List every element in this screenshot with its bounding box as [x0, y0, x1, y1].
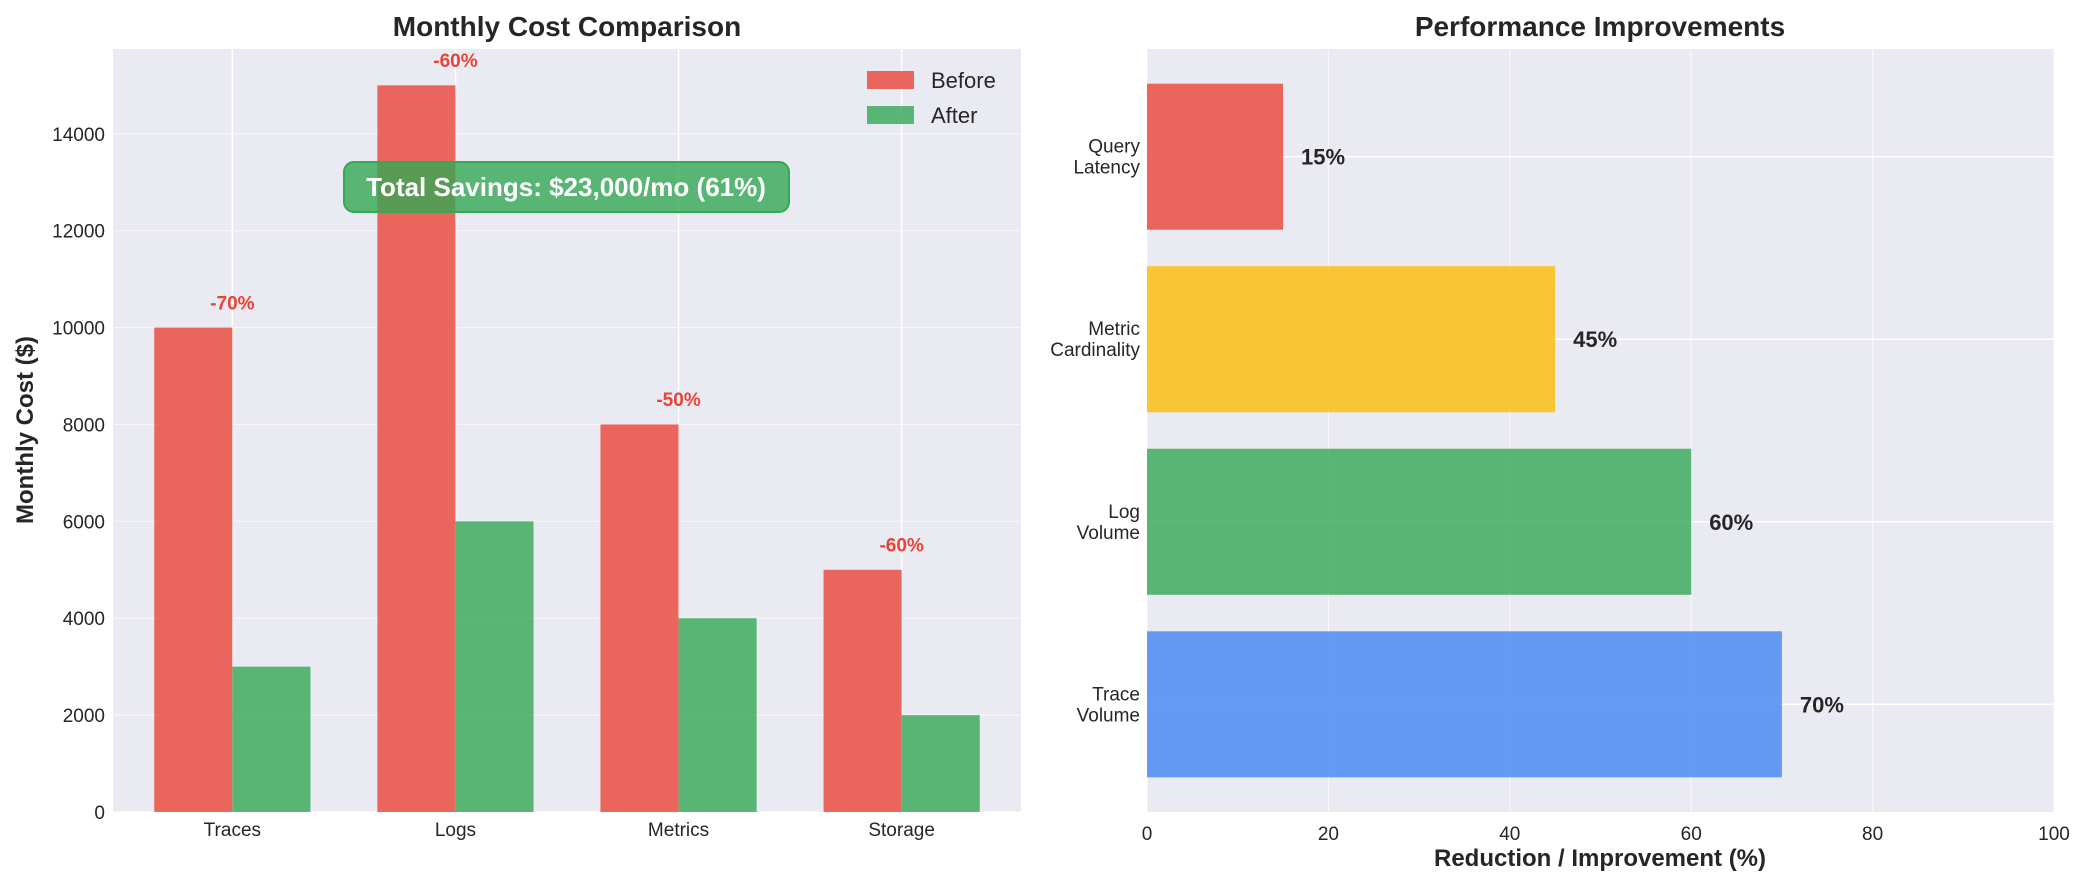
x-tick-label: Metrics: [648, 820, 709, 841]
bar-after-metrics: [678, 618, 757, 812]
reduction-label: -70%: [210, 293, 254, 314]
performance-chart-title: Performance Improvements: [1415, 11, 1785, 42]
total-savings-annotation: Total Savings: $23,000/mo (61%): [366, 172, 766, 202]
legend-label-after: After: [931, 103, 977, 128]
bar-log-volume: [1147, 448, 1692, 595]
y-tick-label: Volume: [1077, 705, 1140, 726]
y-tick-label: 10000: [52, 319, 105, 340]
y-tick-label: Log: [1108, 502, 1140, 523]
x-tick-label: 60: [1681, 824, 1702, 845]
value-label: 45%: [1573, 327, 1617, 352]
y-tick-label: 6000: [63, 512, 105, 533]
annotation-box: Total Savings: $23,000/mo (61%): [343, 161, 790, 213]
reduction-label: -60%: [879, 536, 923, 557]
legend-label-before: Before: [931, 68, 996, 93]
y-tick-label: 12000: [52, 222, 105, 243]
bar-after-logs: [455, 521, 534, 812]
cost-chart: 0 2000 4000 6000 8000 10000 12000 14000 Traces Lo…: [12, 11, 1021, 841]
reduction-label: -60%: [433, 51, 477, 72]
value-label: 15%: [1301, 145, 1345, 170]
y-tick-label: Cardinality: [1050, 340, 1140, 361]
cost-chart-title: Monthly Cost Comparison: [393, 11, 741, 42]
y-tick-label: Latency: [1073, 158, 1140, 179]
y-tick-label: 8000: [63, 415, 105, 436]
x-tick-label: 80: [1862, 824, 1883, 845]
y-tick-label: Query: [1088, 137, 1140, 158]
x-tick-label: Logs: [435, 820, 476, 841]
bar-after-storage: [901, 715, 980, 812]
x-tick-label: 40: [1499, 824, 1520, 845]
legend-swatch-after: [867, 106, 914, 124]
x-tick-label: 0: [1142, 824, 1153, 845]
y-tick-label: Trace: [1092, 684, 1140, 705]
x-tick-label: Traces: [204, 820, 261, 841]
x-tick-label: Storage: [868, 820, 935, 841]
performance-x-axis-label: Reduction / Improvement (%): [1434, 845, 1766, 872]
cost-y-axis-label: Monthly Cost ($): [12, 336, 39, 524]
x-tick-label: 100: [2038, 824, 2070, 845]
value-label: 60%: [1709, 510, 1753, 535]
bar-before-traces: [154, 327, 233, 812]
y-tick-label: 2000: [63, 706, 105, 727]
y-tick-label: Volume: [1077, 523, 1140, 544]
reduction-label: -50%: [656, 390, 700, 411]
legend-swatch-before: [867, 71, 914, 89]
y-tick-label: 4000: [63, 609, 105, 630]
annotation-background: [343, 161, 790, 213]
legend: Before After: [867, 68, 996, 128]
y-tick-label: Metric: [1088, 319, 1140, 340]
performance-chart: 0 20 40 60 80 100TraceVolumeLogVolumeMetricCa…: [1050, 11, 2070, 872]
value-label: 70%: [1800, 692, 1844, 717]
x-tick-label: 20: [1318, 824, 1339, 845]
bar-before-metrics: [600, 424, 679, 812]
y-tick-label: 14000: [52, 125, 105, 146]
y-tick-label: 0: [94, 803, 105, 824]
bar-query-latency: [1147, 83, 1284, 230]
bar-before-storage: [823, 569, 902, 812]
bar-after-traces: [232, 666, 311, 812]
bar-metric-cardinality: [1147, 266, 1556, 413]
bar-trace-volume: [1147, 631, 1782, 778]
